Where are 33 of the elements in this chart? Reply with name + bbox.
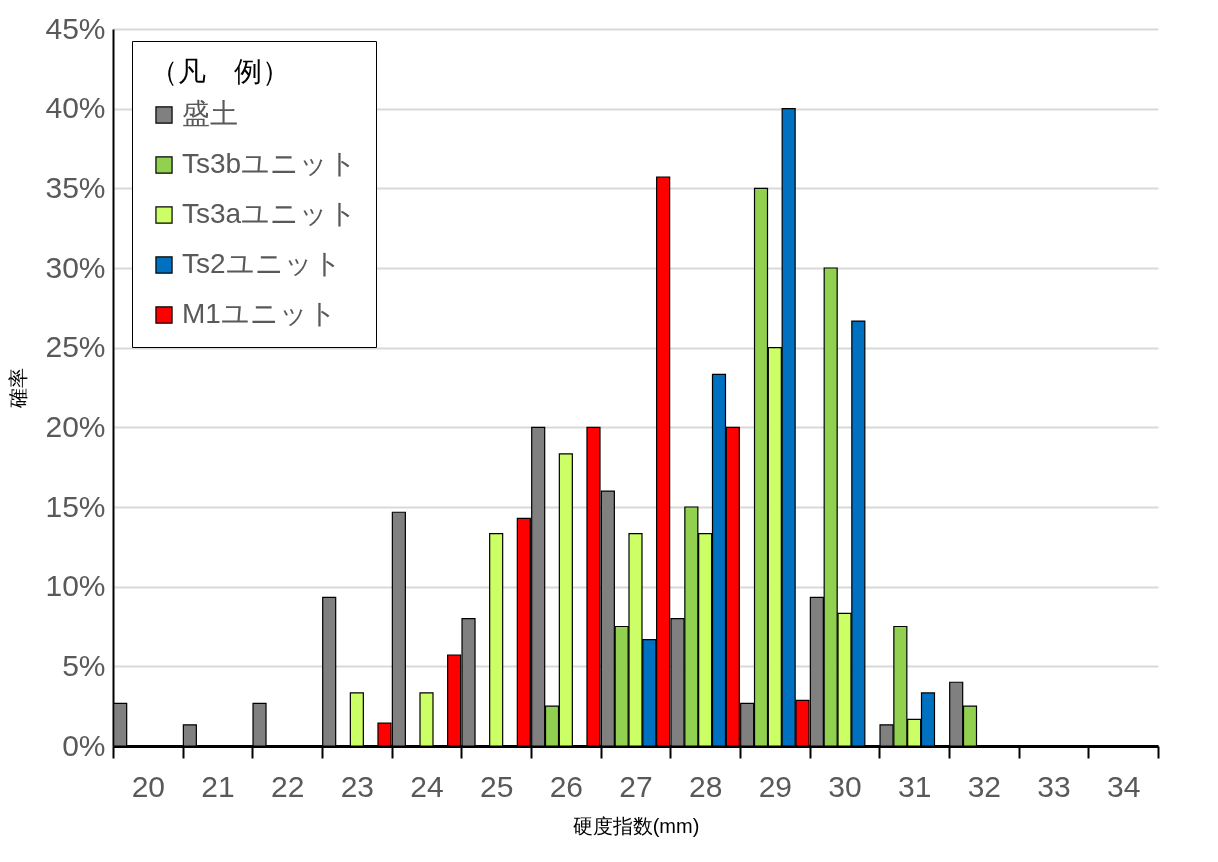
y-tick-label: 0%: [62, 728, 106, 762]
y-tick-label: 35%: [45, 170, 106, 204]
y-tick-label: 5%: [62, 648, 106, 682]
y-tick-label: 10%: [45, 569, 106, 603]
x-tick-label: 32: [967, 769, 1002, 803]
x-tick-label: 24: [410, 769, 444, 803]
x-tick-label: 21: [201, 769, 235, 803]
y-tick-label: 20%: [45, 409, 106, 443]
x-tick-label: 23: [340, 769, 375, 803]
y-tick-label: 25%: [45, 330, 106, 364]
y-tick-label: 45%: [45, 11, 106, 45]
x-tick-label: 30: [828, 769, 862, 803]
legend-label: Ts3aユニット: [182, 198, 358, 229]
legend-label: Ts2ユニット: [182, 248, 342, 279]
y-tick-label: 15%: [45, 489, 106, 523]
legend-label: 盛土: [182, 98, 238, 129]
legend-label: Ts3bユニット: [182, 148, 358, 179]
x-tick-label: 34: [1106, 769, 1141, 803]
x-tick-label: 29: [758, 769, 793, 803]
legend-label: M1ユニット: [182, 298, 337, 329]
x-tick-label: 22: [270, 769, 305, 803]
x-tick-label: 33: [1037, 769, 1071, 803]
x-tick-label: 25: [479, 769, 514, 803]
y-tick-label: 40%: [45, 91, 106, 125]
y-axis-title: 確率: [7, 368, 30, 409]
x-tick-label: 27: [619, 769, 653, 803]
x-tick-label: 31: [897, 769, 932, 803]
x-tick-label: 26: [549, 769, 584, 803]
y-tick-label: 30%: [45, 250, 106, 284]
x-tick-label: 28: [688, 769, 723, 803]
x-axis-title: 硬度指数(mm): [572, 814, 700, 837]
legend-title: （凡 例）: [150, 56, 290, 87]
x-tick-label: 20: [131, 769, 166, 803]
